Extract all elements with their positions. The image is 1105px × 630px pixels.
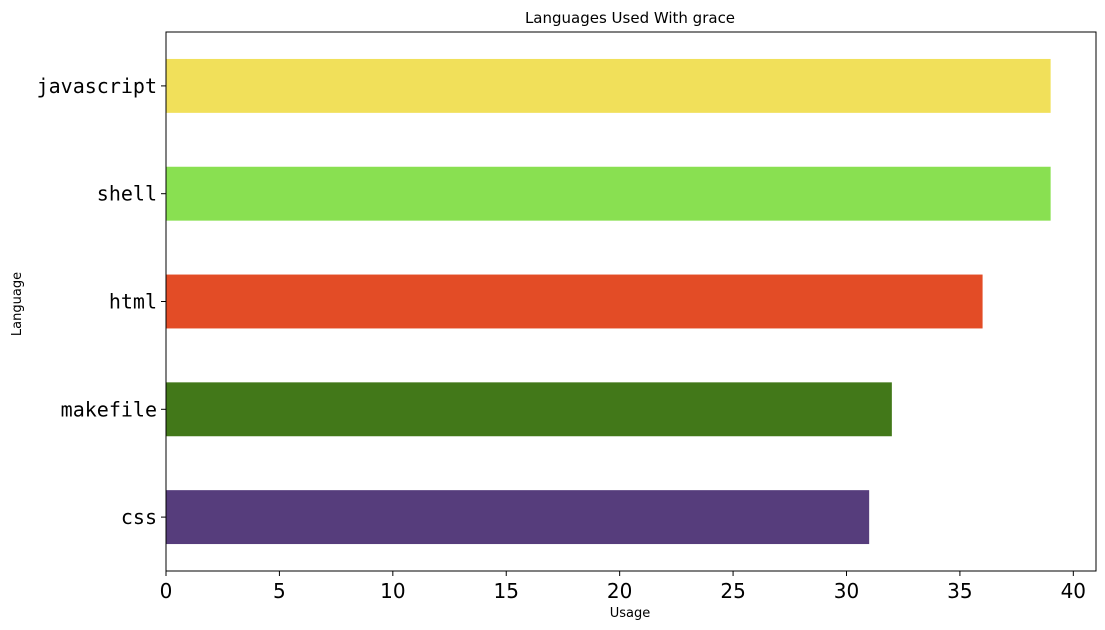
plot-frame — [165, 31, 1097, 572]
y-axis-ticks: javascript shell html makefile css — [37, 74, 166, 529]
bar-javascript — [166, 58, 1051, 113]
bars-group — [166, 58, 1051, 545]
x-tick-label: 15 — [494, 579, 519, 603]
y-tick-label: shell — [97, 182, 157, 206]
x-tick-label: 25 — [720, 579, 745, 603]
x-tick-label: 0 — [160, 579, 173, 603]
x-tick-label: 35 — [947, 579, 972, 603]
x-axis-ticks: 0 5 10 15 20 25 30 35 40 — [160, 571, 1086, 603]
x-tick-label: 5 — [273, 579, 286, 603]
bar-shell — [166, 166, 1051, 221]
y-axis-label: Language — [10, 272, 25, 336]
chart-title: Languages Used With grace — [525, 9, 735, 27]
bar-makefile — [166, 382, 892, 437]
y-tick-label: html — [109, 290, 157, 314]
y-tick-label: javascript — [37, 74, 157, 98]
y-tick-label: makefile — [61, 397, 157, 421]
x-tick-label: 30 — [834, 579, 859, 603]
x-tick-label: 40 — [1061, 579, 1086, 603]
bar-css — [166, 490, 870, 545]
y-tick-label: css — [121, 505, 157, 529]
bar-html — [166, 274, 983, 329]
x-tick-label: 20 — [607, 579, 632, 603]
x-tick-label: 10 — [380, 579, 405, 603]
x-axis-label: Usage — [610, 606, 651, 621]
